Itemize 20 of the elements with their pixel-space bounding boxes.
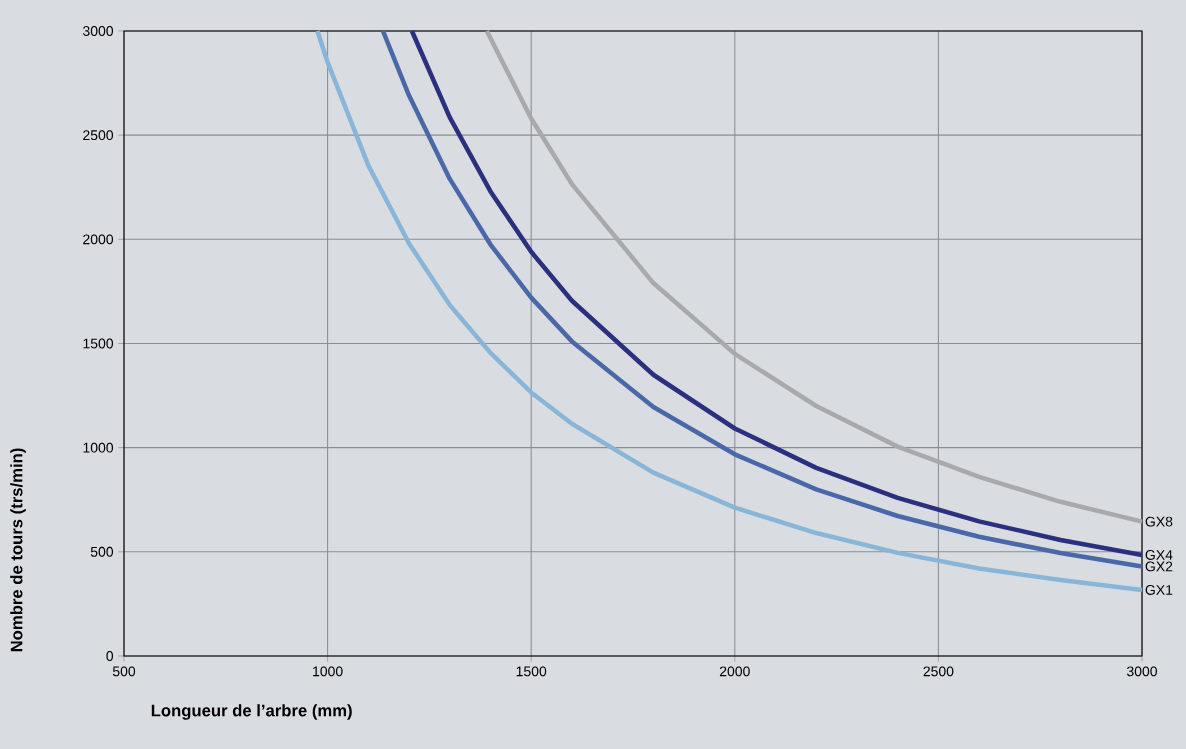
x-tick-label: 2500 [923,666,954,677]
y-tick-label: 1500 [83,338,114,349]
x-tick-label: 2000 [719,666,750,677]
series-label: GX4 [1145,550,1173,560]
x-tick-label: 3000 [1126,666,1158,677]
y-tick-label: 0 [106,651,114,661]
x-tick-label: 1000 [313,666,343,677]
series-label: GX2 [1145,561,1173,572]
y-tick-label: 500 [90,546,114,557]
y-tick-label: 2500 [83,130,114,141]
x-tick-label: 1500 [516,666,547,677]
y-tick-label: 3000 [82,26,114,36]
line-series [484,28,1145,524]
series-label: GX8 [1145,516,1173,527]
y-tick-label: 1000 [83,442,114,453]
series-label: GX1 [1145,585,1173,595]
y-tick-label: 2000 [83,234,114,245]
y-axis-title: Nombre de tours (trs/min) [10,448,26,652]
x-axis-title: Longueur de l’arbre (mm) [151,704,352,720]
x-tick-label: 500 [112,666,136,677]
